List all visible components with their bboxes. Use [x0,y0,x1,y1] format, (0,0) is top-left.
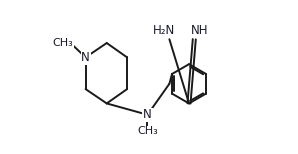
Text: H₂N: H₂N [153,24,175,37]
Text: NH: NH [191,24,208,37]
Text: N: N [81,51,90,64]
Text: CH₃: CH₃ [52,38,73,48]
Text: N: N [143,108,152,121]
Text: CH₃: CH₃ [137,126,158,136]
